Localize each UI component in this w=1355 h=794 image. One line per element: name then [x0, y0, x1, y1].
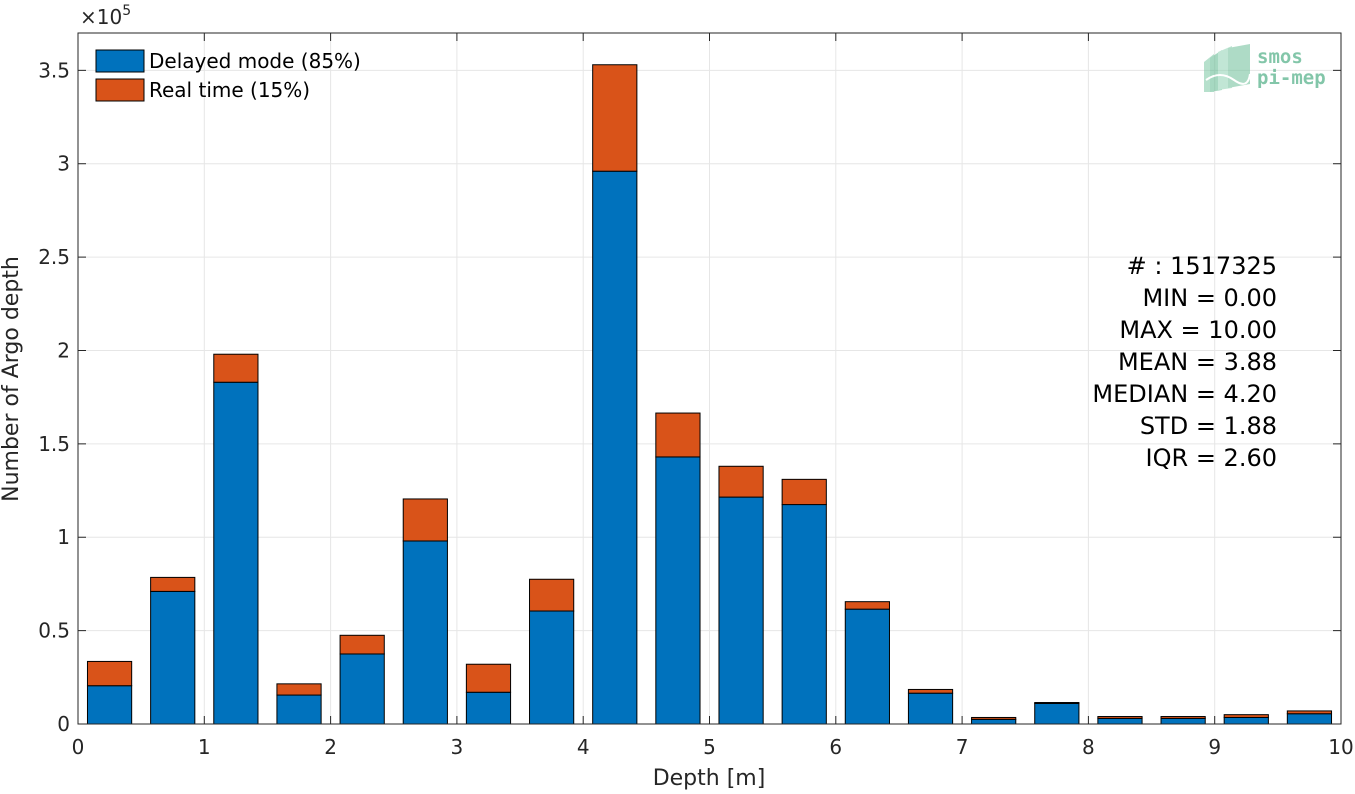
bar-real-time: [971, 716, 1017, 720]
bar-real-time: [655, 412, 701, 458]
bar-delayed-mode: [150, 590, 196, 725]
ticks: 0 1 2 3 4 5 6 7 8 9 10 0 0.5 1 1.5 2 2.5 3 3.5: [38, 33, 1354, 759]
stats-line: # : 1517325: [1127, 252, 1277, 280]
stats-line: STD = 1.88: [1140, 412, 1277, 440]
smos-pi-mep-logo: smos pi-mep: [1204, 44, 1326, 92]
bar-delayed-mode: [1034, 702, 1080, 725]
legend: Delayed mode (85%) Real time (15%): [95, 49, 361, 102]
bar-delayed-mode: [1286, 713, 1333, 725]
legend-swatch-realtime: [95, 78, 145, 102]
bar-delayed-mode: [213, 381, 259, 725]
y-tick-label: 3.5: [38, 58, 70, 82]
bar-real-time: [213, 353, 259, 383]
x-tick-label: 8: [1082, 735, 1095, 759]
bar-real-time: [402, 498, 448, 542]
bar-delayed-mode: [971, 718, 1017, 725]
statistics-box: # : 1517325 MIN = 0.00 MAX = 10.00 MEAN = 3…: [1092, 252, 1277, 472]
bar-real-time: [1286, 710, 1333, 715]
y-tick-label: 0: [57, 712, 70, 736]
bar-delayed-mode: [844, 608, 890, 725]
bar-real-time: [844, 601, 890, 610]
bar-delayed-mode: [781, 504, 827, 725]
bar-delayed-mode: [907, 692, 954, 725]
bar-delayed-mode: [276, 694, 322, 725]
bar-delayed-mode: [465, 691, 512, 725]
y-tick-label: 3: [57, 152, 70, 176]
bars: [86, 64, 1333, 725]
bar-delayed-mode: [86, 685, 133, 725]
bar-real-time: [1160, 716, 1206, 719]
y-exponent-label: ×105: [80, 3, 131, 29]
x-axis-label: Depth [m]: [653, 766, 766, 791]
bar-real-time: [1223, 714, 1269, 718]
bar-real-time: [718, 465, 764, 498]
logo-text-line2: pi-mep: [1257, 67, 1326, 89]
bar-delayed-mode: [718, 496, 764, 725]
bar-real-time: [86, 660, 133, 687]
legend-swatch-delayed: [95, 49, 145, 73]
bar-real-time: [529, 578, 575, 612]
x-tick-label: 10: [1328, 735, 1353, 759]
bar-delayed-mode: [1097, 717, 1143, 725]
stats-line: MEAN = 3.88: [1118, 348, 1277, 376]
y-tick-label: 1.5: [38, 432, 70, 456]
x-tick-label: 2: [324, 735, 337, 759]
y-tick-label: 0.5: [38, 619, 70, 643]
x-tick-label: 6: [829, 735, 842, 759]
x-tick-label: 1: [198, 735, 211, 759]
bar-real-time: [592, 64, 638, 172]
wave-icon: [1204, 44, 1251, 92]
bar-delayed-mode: [1223, 716, 1269, 725]
bar-delayed-mode: [592, 170, 638, 725]
x-tick-label: 4: [577, 735, 590, 759]
y-axis-label: Number of Argo depth: [0, 256, 24, 502]
legend-label-realtime: Real time (15%): [149, 78, 310, 102]
bar-real-time: [276, 683, 322, 696]
bar-real-time: [150, 576, 196, 592]
bar-real-time: [1034, 702, 1080, 704]
logo-text-line1: smos: [1257, 46, 1303, 68]
x-tick-label: 7: [956, 735, 969, 759]
bar-real-time: [465, 663, 512, 693]
x-tick-label: 3: [451, 735, 464, 759]
x-tick-label: 9: [1208, 735, 1221, 759]
x-tick-label: 5: [703, 735, 716, 759]
bar-real-time: [1097, 716, 1143, 719]
bar-delayed-mode: [1160, 717, 1206, 725]
bar-delayed-mode: [339, 653, 385, 725]
y-tick-label: 1: [57, 525, 70, 549]
bar-real-time: [339, 634, 385, 655]
y-tick-label: 2.5: [38, 245, 70, 269]
stats-line: MEDIAN = 4.20: [1092, 380, 1277, 408]
bar-delayed-mode: [402, 540, 448, 725]
stats-line: IQR = 2.60: [1146, 444, 1277, 472]
legend-label-delayed: Delayed mode (85%): [149, 49, 361, 73]
bar-real-time: [781, 478, 827, 506]
stats-line: MIN = 0.00: [1142, 284, 1277, 312]
bar-delayed-mode: [655, 456, 701, 725]
x-tick-label: 0: [72, 735, 85, 759]
stats-line: MAX = 10.00: [1119, 316, 1277, 344]
bar-delayed-mode: [529, 610, 575, 725]
y-tick-label: 2: [57, 338, 70, 362]
bar-real-time: [907, 688, 954, 694]
grid: [78, 33, 1341, 724]
